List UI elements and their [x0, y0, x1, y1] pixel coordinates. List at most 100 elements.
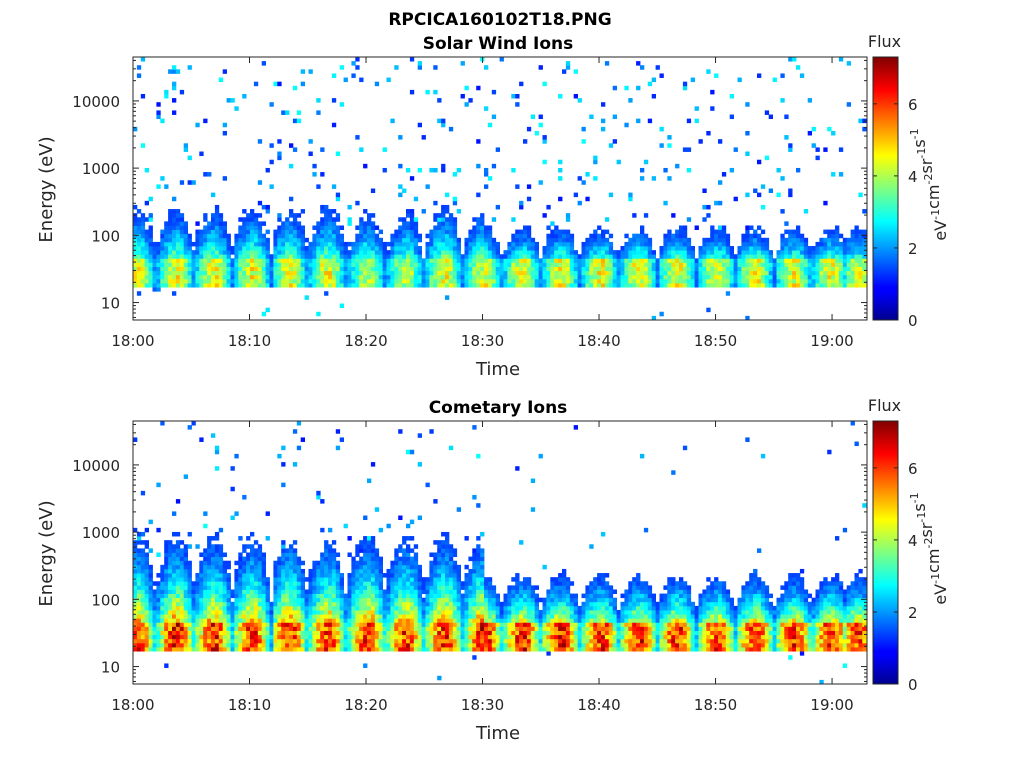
spectrogram-cell [250, 556, 255, 562]
spectrogram-cell [363, 229, 368, 235]
spectrogram-cell [331, 610, 337, 615]
spectrogram-cell [140, 610, 146, 615]
spectrogram-cell [776, 274, 781, 280]
spectrogram-cell [347, 638, 352, 644]
spectrogram-cell [296, 626, 302, 631]
spectrogram-cell [222, 573, 227, 578]
spectrogram-cell [183, 593, 188, 599]
spectrogram-cell [398, 601, 403, 607]
spectrogram-cell [164, 622, 169, 627]
spectrogram-cell [464, 270, 469, 276]
spectrogram-cell [160, 274, 165, 280]
spectrogram-cell [277, 564, 282, 570]
spectrogram-cell [577, 176, 582, 181]
spectrogram-cell [729, 114, 734, 120]
spectrogram-cell [831, 266, 836, 272]
spectrogram-cell [429, 564, 434, 570]
spectrogram-cell [550, 237, 555, 243]
spectrogram-cell [511, 233, 516, 239]
spectrogram-cell [480, 266, 485, 272]
spectrogram-cell [183, 634, 188, 640]
spectrogram-cell [187, 618, 192, 623]
spectrogram-cell [265, 593, 270, 599]
spectrogram-cell [281, 638, 286, 644]
spectrogram-cell [569, 241, 575, 247]
spectrogram-cell [144, 638, 149, 644]
spectrogram-cell [667, 258, 672, 263]
spectrogram-cell [472, 237, 477, 243]
spectrogram-cell [386, 622, 391, 627]
spectrogram-cell [175, 552, 181, 558]
spectrogram-cell [160, 262, 165, 267]
spectrogram-cell [320, 601, 325, 607]
spectrogram-cell [441, 204, 446, 210]
spectrogram-cell [612, 262, 617, 267]
spectrogram-cell [445, 266, 450, 272]
spectrogram-cell [246, 585, 251, 590]
spectrogram-cell [253, 622, 259, 627]
spectrogram-cell [300, 246, 305, 251]
spectrogram-cell [468, 233, 473, 239]
spectrogram-cell [487, 266, 493, 272]
spectrogram-cell [144, 642, 149, 648]
spectrogram-cell [472, 229, 477, 235]
spectrogram-cell [831, 274, 836, 280]
spectrogram-cell [538, 122, 543, 128]
spectrogram-cell [433, 610, 438, 615]
spectrogram-cell [538, 270, 543, 276]
spectrogram-cell [250, 266, 255, 272]
spectrogram-cell [530, 246, 536, 251]
spectrogram-cell [285, 589, 290, 594]
spectrogram-cell [179, 221, 185, 226]
spectrogram-cell [737, 77, 742, 83]
spectrogram-cell [526, 126, 532, 132]
spectrogram-cell [429, 241, 434, 247]
spectrogram-cell [437, 675, 442, 681]
spectrogram-cell [179, 233, 185, 239]
spectrogram-cell [304, 278, 309, 284]
spectrogram-cell [741, 274, 746, 280]
spectrogram-cell [370, 568, 376, 574]
spectrogram-cell [850, 254, 855, 259]
spectrogram-cell [363, 233, 368, 239]
spectrogram-cell [374, 225, 380, 230]
spectrogram-cell [484, 254, 489, 259]
spectrogram-cell [281, 262, 286, 267]
spectrogram-cell [386, 642, 391, 648]
spectrogram-cell [398, 642, 403, 648]
spectrogram-cell [133, 630, 138, 636]
spectrogram-cell [374, 593, 380, 599]
spectrogram-cell [359, 246, 364, 251]
spectrogram-cell [698, 274, 703, 280]
spectrogram-cell [562, 254, 567, 259]
spectrogram-cell [409, 647, 415, 652]
spectrogram-cell [359, 237, 364, 243]
spectrogram-cell [168, 581, 173, 586]
spectrogram-cell [253, 213, 259, 218]
spectrogram-cell [253, 266, 259, 272]
spectrogram-cell [218, 213, 224, 218]
spectrogram-cell [807, 246, 812, 251]
spectrogram-cell [363, 663, 368, 668]
spectrogram-cell [211, 585, 216, 590]
spectrogram-cell [277, 638, 282, 644]
spectrogram-cell [289, 597, 294, 603]
spectrogram-cell [230, 638, 235, 644]
spectrogram-cell [417, 237, 422, 243]
spectrogram-cell [281, 278, 286, 284]
spectrogram-cell [546, 237, 551, 243]
spectrogram-cell [636, 233, 641, 239]
spectrogram-cell [218, 568, 224, 574]
spectrogram-cell [721, 233, 727, 239]
spectrogram-cell [565, 262, 571, 267]
spectrogram-cell [261, 601, 266, 607]
spectrogram-cell [296, 585, 302, 590]
spectrogram-cell [831, 229, 836, 235]
spectrogram-cell [632, 258, 637, 263]
spectrogram-cell [246, 630, 251, 636]
spectrogram-cell [523, 254, 528, 259]
spectrogram-cell [753, 233, 758, 239]
spectrogram-cell [799, 258, 805, 263]
spectrogram-cell [421, 278, 426, 284]
spectrogram-cell [374, 581, 380, 586]
